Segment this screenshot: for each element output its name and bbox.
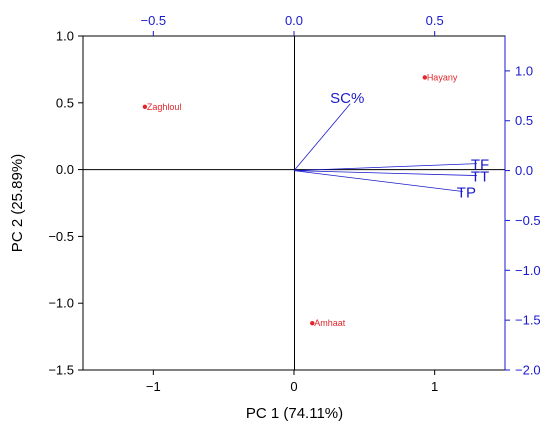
x-tick-label: 1 <box>431 379 438 394</box>
top-tick-label: 0.5 <box>426 13 444 28</box>
score-point <box>310 321 315 326</box>
score-points: Zaghloul Hayany Amhaat <box>142 72 458 328</box>
x-tick-label: 0 <box>290 379 297 394</box>
loading-vector <box>293 170 463 192</box>
loading-vector <box>293 103 351 171</box>
right-tick-label: −2.0 <box>515 363 541 378</box>
loading-vector <box>293 170 477 176</box>
score-label: Zaghloul <box>147 102 182 112</box>
loading-label: TF <box>471 157 489 174</box>
loading-label: SC% <box>330 90 364 107</box>
loading-label: TT <box>471 169 489 186</box>
y-tick-label: −0.5 <box>48 229 74 244</box>
score-label: Hayany <box>427 72 458 82</box>
right-tick-label: 1.0 <box>515 63 533 78</box>
right-tick-label: −1.0 <box>515 263 541 278</box>
loading-label: TP <box>457 185 476 202</box>
right-tick-label: −0.5 <box>515 213 541 228</box>
right-tick-label: 0.0 <box>515 163 533 178</box>
y-tick-label: −1.5 <box>48 363 74 378</box>
right-tick-label: −1.5 <box>515 313 541 328</box>
top-tick-label: 0.0 <box>285 13 303 28</box>
score-point <box>142 104 148 110</box>
y-tick-label: −1.0 <box>48 296 74 311</box>
tick-layer: −1 0 1 −1.5 −1.0 −0.5 0.0 0.5 1.0 −0.5 0.0 0.5 −2.0 −… <box>48 13 540 394</box>
top-tick-label: −0.5 <box>140 13 166 28</box>
y-tick-label: 1.0 <box>56 29 74 44</box>
score-point <box>422 75 428 80</box>
score-label: Amhaat <box>314 318 346 328</box>
y-tick-label: 0.0 <box>56 162 74 177</box>
x-axis-title: PC 1 (74.11%) <box>246 405 343 422</box>
y-axis-title: PC 2 (25.89%) <box>9 154 26 252</box>
right-tick-label: 0.5 <box>515 113 533 128</box>
y-tick-label: 0.5 <box>56 95 74 110</box>
loading-vector <box>293 163 477 171</box>
x-tick-label: −1 <box>146 379 161 394</box>
